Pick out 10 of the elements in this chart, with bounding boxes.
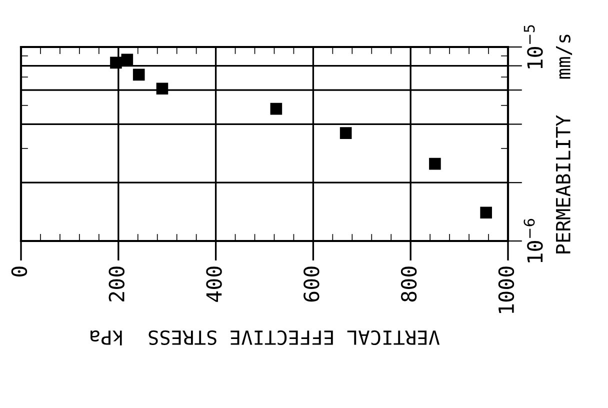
x-tick-label: 800 [400,266,417,302]
x-tick-label: 600 [304,266,320,302]
x-tick-label: 1000 [498,266,514,313]
x-tick-label: 400 [206,266,222,302]
x-tick-label: 200 [108,266,124,302]
y-axis-title: PERMEABILITY mm/s [556,34,572,254]
x-tick-label: 0 [11,266,28,276]
y-tick-label: 10$^{−5}$ [524,25,543,68]
x-axis-title: VERTICAL EFFECTIVE STRESS kPa [90,330,440,346]
y-tick-label: 10$^{−6}$ [524,218,543,262]
